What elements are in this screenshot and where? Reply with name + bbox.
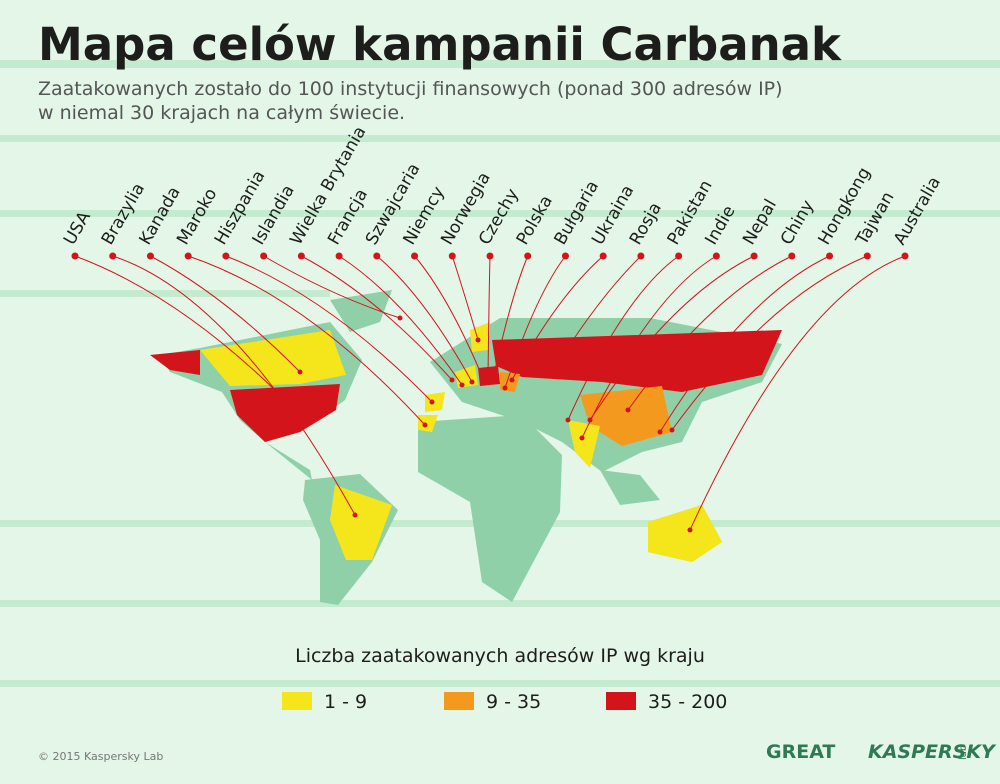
target-dot: [509, 377, 515, 383]
leader-line: [581, 255, 717, 439]
logo-lab: lab: [958, 745, 969, 760]
label-dot: [863, 252, 871, 260]
leader-line: [188, 255, 426, 426]
leader-line: [559, 255, 642, 361]
target-dot: [492, 367, 498, 373]
leader-line: [487, 255, 491, 379]
target-dot: [479, 373, 485, 379]
leader-line: [689, 255, 906, 531]
leader-line: [567, 255, 679, 421]
leader-line: [504, 255, 566, 389]
label-dot: [146, 252, 154, 260]
target-dot: [422, 422, 428, 428]
target-dot: [625, 407, 631, 413]
leader-line: [338, 255, 463, 386]
label-dot: [561, 252, 569, 260]
target-dot: [449, 377, 455, 383]
target-dot: [352, 512, 358, 518]
legend-label: 35 - 200: [648, 691, 727, 713]
target-dot: [669, 427, 675, 433]
target-dot: [657, 429, 663, 435]
label-dot: [373, 252, 381, 260]
target-dot: [459, 382, 465, 388]
label-dot: [222, 252, 230, 260]
legend-title: Liczba zaatakowanych adresów IP wg kraju: [295, 645, 705, 667]
leader-line: [659, 255, 830, 433]
target-dot: [469, 379, 475, 385]
target-dot: [687, 527, 693, 533]
leader-line: [74, 255, 291, 406]
leader-line: [376, 255, 473, 383]
leader-line: [301, 255, 453, 381]
leader-line: [627, 255, 793, 411]
label-dot: [260, 252, 268, 260]
label-dot: [524, 252, 532, 260]
legend: 1 - 9 9 - 35 35 - 200: [282, 691, 727, 713]
target-dot: [397, 315, 403, 321]
leader-line: [589, 255, 755, 421]
leader-line: [414, 255, 483, 377]
leader-line: [511, 255, 604, 381]
title: Mapa celów kampanii Carbanak: [38, 18, 842, 71]
legend-swatch: [282, 692, 312, 710]
attacked-countries: [150, 322, 782, 562]
target-dot: [557, 357, 563, 363]
legend-swatch: [444, 692, 474, 710]
subtitle: Zaatakowanych zostało do 100 instytucji …: [38, 78, 783, 100]
target-dot: [485, 375, 491, 381]
label-dot: [109, 252, 117, 260]
label-dot: [599, 252, 607, 260]
target-dot: [502, 385, 508, 391]
legend-label: 1 - 9: [324, 691, 367, 713]
label-dot: [335, 252, 343, 260]
label-dot: [411, 252, 419, 260]
subtitle: w niemal 30 krajach na całym świecie.: [38, 102, 405, 124]
copyright: © 2015 Kaspersky Lab: [38, 750, 163, 763]
leader-line: [451, 255, 479, 341]
label-dot: [448, 252, 456, 260]
legend-swatch: [606, 692, 636, 710]
label-dot: [901, 252, 909, 260]
logo-kaspersky: KASPERSKY: [868, 741, 997, 763]
target-dot: [297, 369, 303, 375]
label-dot: [637, 252, 645, 260]
target-dot: [475, 337, 481, 343]
label-dot: [184, 252, 192, 260]
target-dot: [579, 435, 585, 441]
label-dot: [486, 252, 494, 260]
legend-label: 9 - 35: [486, 691, 541, 713]
label-dot: [826, 252, 834, 260]
label-dot: [71, 252, 79, 260]
target-dot: [429, 399, 435, 405]
logo-great: GREAT: [766, 741, 835, 763]
target-dot: [587, 417, 593, 423]
leader-line: [225, 255, 433, 403]
target-dot: [287, 402, 293, 408]
leader-line: [263, 255, 401, 319]
target-dot: [565, 417, 571, 423]
label-dot: [712, 252, 720, 260]
leader-line: [112, 255, 356, 516]
label-dot: [675, 252, 683, 260]
label-dot: [750, 252, 758, 260]
label-dot: [788, 252, 796, 260]
leader-line: [671, 255, 868, 431]
leader-line: [494, 255, 529, 371]
leader-line: [150, 255, 301, 373]
label-dot: [297, 252, 305, 260]
